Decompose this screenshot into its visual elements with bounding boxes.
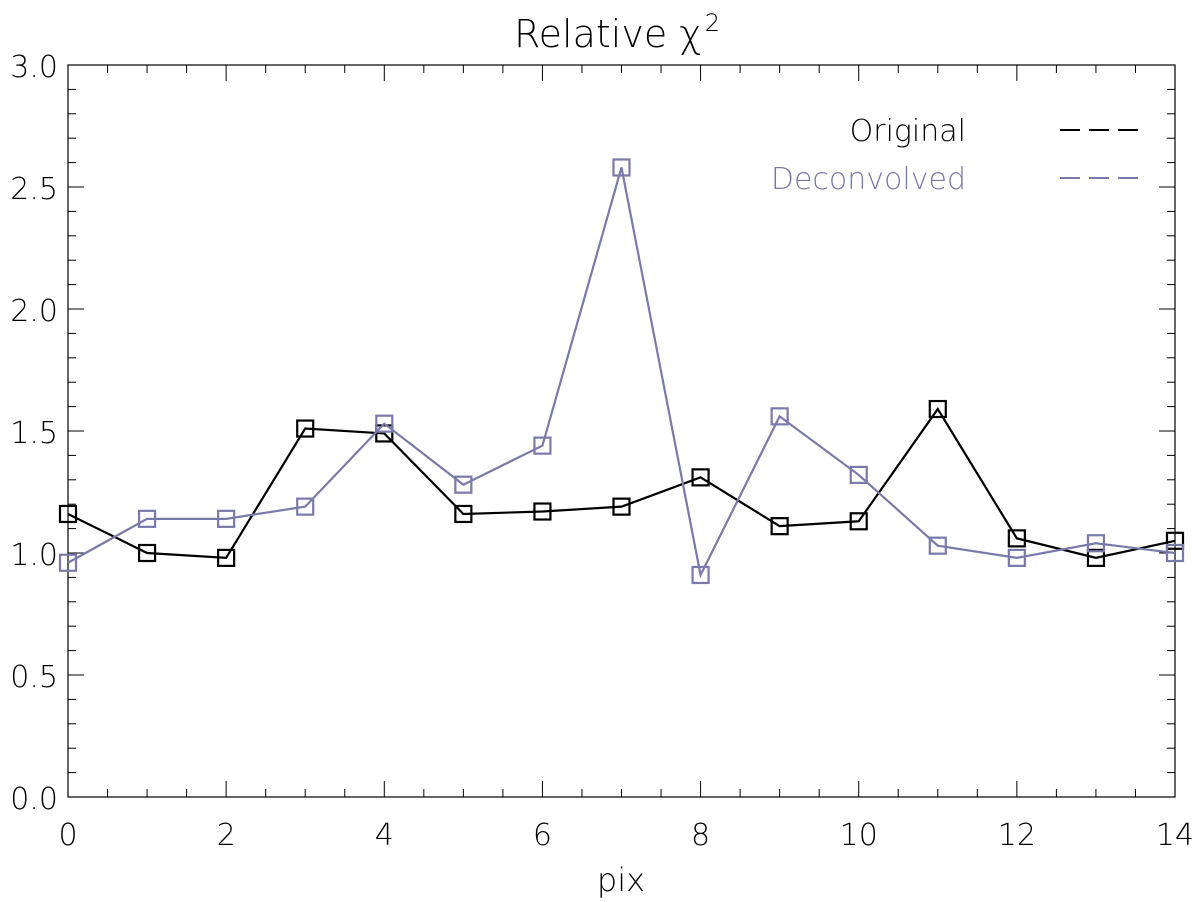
y-tick-label: 1.5 — [10, 416, 58, 451]
data-point — [454, 504, 473, 524]
data-point — [217, 548, 236, 567]
data-point — [1165, 543, 1185, 563]
data-point — [1165, 531, 1185, 550]
data-point — [928, 536, 947, 555]
x-tick-label: 8 — [691, 818, 710, 853]
data-point — [691, 468, 710, 487]
data-point — [1086, 548, 1106, 567]
data-point — [533, 502, 552, 521]
series-line — [67, 167, 1176, 579]
y-tick-label: 0.0 — [10, 782, 58, 817]
data-point — [928, 399, 947, 419]
x-axis-label: pix — [597, 861, 645, 899]
data-point — [1007, 529, 1026, 548]
x-tick-label: 10 — [840, 818, 878, 853]
data-point — [454, 475, 473, 494]
y-tick-label: 2.5 — [10, 172, 58, 207]
data-point — [770, 407, 789, 426]
y-tick-label: 2.0 — [10, 294, 58, 329]
axis-ticks — [67, 64, 1176, 798]
series-layer — [58, 158, 1185, 585]
x-tick-label: 14 — [1156, 818, 1194, 853]
data-point — [1007, 548, 1026, 567]
data-point — [58, 504, 78, 524]
legend-label-deconvolved: Deconvolved — [771, 162, 966, 197]
series-deconvolved — [58, 158, 1185, 585]
data-point — [770, 517, 789, 536]
x-tick-labels: 0 2 4 6 8 10 12 14 — [58, 818, 1194, 853]
x-tick-label: 0 — [58, 818, 77, 853]
legend: Original Deconvolved — [771, 114, 1138, 197]
data-point — [849, 465, 868, 485]
x-tick-label: 12 — [998, 818, 1036, 853]
data-point — [691, 565, 710, 585]
y-tick-label: 1.0 — [10, 538, 58, 573]
data-point — [533, 436, 552, 455]
x-tick-label: 6 — [533, 818, 552, 853]
data-point — [375, 414, 394, 433]
y-tick-label: 3.0 — [10, 50, 58, 85]
x-tick-label: 4 — [375, 818, 394, 853]
data-point — [296, 419, 315, 438]
legend-label-original: Original — [850, 114, 966, 149]
data-point — [137, 509, 157, 528]
y-tick-labels: 0.0 0.5 1.0 1.5 2.0 2.5 3.0 — [10, 50, 58, 817]
data-point — [1086, 534, 1106, 553]
series-original — [58, 399, 1185, 567]
data-point — [137, 543, 157, 563]
data-point — [849, 512, 868, 531]
data-point — [296, 497, 315, 516]
x-tick-label: 2 — [217, 818, 236, 853]
data-point — [58, 553, 78, 572]
data-point — [612, 497, 631, 516]
data-point — [612, 158, 631, 177]
y-tick-label: 0.5 — [10, 660, 58, 695]
data-point — [217, 509, 236, 528]
